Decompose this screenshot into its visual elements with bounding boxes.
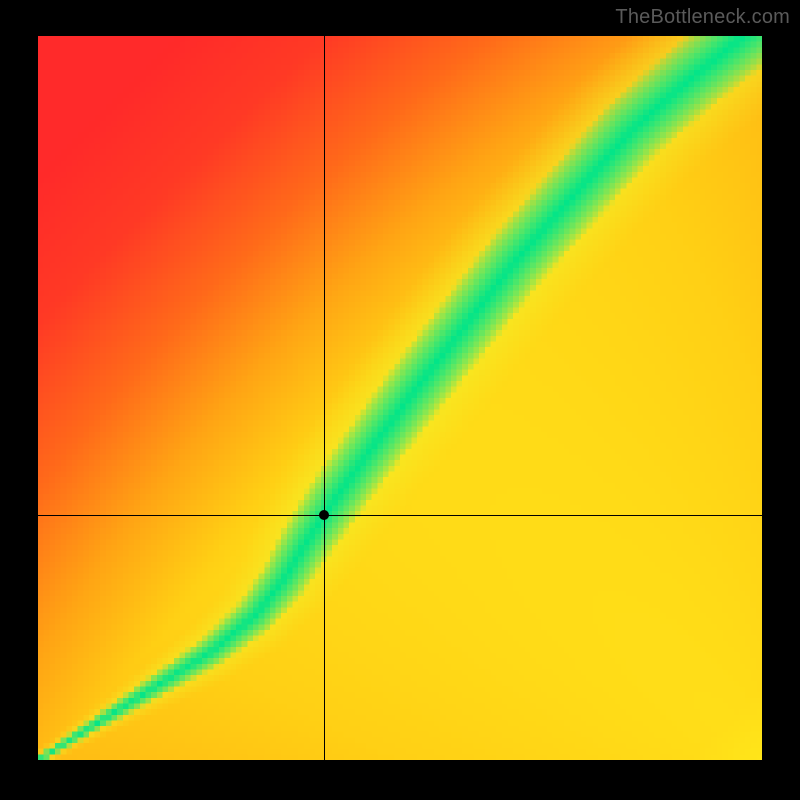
plot-area [38,36,762,760]
crosshair-horizontal [38,515,762,516]
watermark-text: TheBottleneck.com [615,6,790,29]
figure-frame: TheBottleneck.com [0,0,800,800]
crosshair-vertical [324,36,325,760]
heatmap-canvas [38,36,762,760]
